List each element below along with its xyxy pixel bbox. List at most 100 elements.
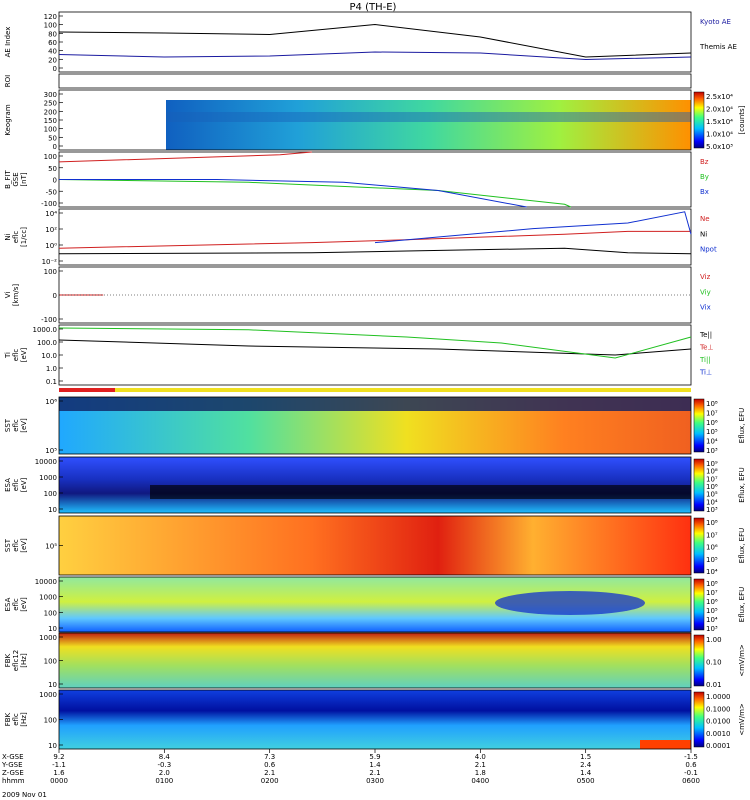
colorbar-tick: 10⁵: [706, 491, 718, 499]
ytick-label: 100: [44, 658, 57, 666]
legend-entry: Viy: [700, 288, 711, 296]
ytick-label: 1.0: [46, 365, 57, 373]
ytick-label: 10: [48, 506, 57, 514]
legend-entry: Ti||: [699, 356, 711, 364]
ylabel-temperature: [eV]: [20, 347, 28, 362]
ytick-label: 0: [53, 65, 57, 73]
colorbar-unit: <mV/m>: [738, 703, 746, 736]
ytick-label: 100.0: [37, 339, 57, 347]
xtick-label: 0100: [155, 777, 173, 785]
colorbars: 2.5x10⁴ 2.0x10⁴ 1.5x10⁴ 1.0x10⁴ 5.0x10³ [coun…: [693, 91, 746, 750]
colorbar-tick: 1.00: [706, 636, 722, 644]
colorbar-sst_e: [693, 398, 705, 453]
ytick-label: 150: [44, 117, 57, 125]
colorbar-esa_e: [693, 458, 705, 512]
ylabel-sst_i: eflc: [12, 539, 20, 552]
colorbar-tick: 10⁴: [706, 568, 718, 576]
colorbar-tick: 10⁴: [706, 616, 718, 624]
ytick-label: 1000: [39, 691, 57, 699]
ytick-label: 80: [48, 30, 57, 38]
ylabel-fbk_b: [Hz]: [20, 712, 28, 727]
colorbar-tick: 10⁸: [706, 580, 718, 588]
ytick-label: 100: [44, 609, 57, 617]
xtick-label: 1.5: [580, 753, 591, 761]
fbk-b-bottom: [640, 740, 691, 749]
xtick-label: -0.3: [157, 761, 171, 769]
xtick-label: 9.2: [53, 753, 64, 761]
legend-entry: Te||: [699, 331, 712, 339]
ytick-label: 1000: [39, 594, 57, 602]
legend-entry: By: [700, 173, 709, 181]
ylabel-sst_e: [eV]: [20, 418, 28, 433]
colorbar-tick: 10⁸: [706, 400, 718, 408]
legend-entry: Ne: [700, 215, 710, 223]
colorbar-tick: 10⁶: [706, 419, 718, 427]
xtick-label: 1.4: [369, 761, 381, 769]
xtick-label: 0600: [682, 777, 700, 785]
colorbar-fbk_e: [693, 634, 705, 687]
ytick-label: 10⁶: [45, 398, 57, 406]
panel-sst_e: [58, 396, 692, 455]
xtick-label: 0.6: [264, 761, 276, 769]
ytick-label: 300: [44, 91, 57, 99]
ylabel-esa_e: eflc: [12, 479, 20, 492]
ytick-label: -100: [41, 316, 57, 324]
colorbar-tick: 0.1000: [706, 705, 731, 713]
xtick-label: 2.1: [264, 769, 275, 777]
colorbar-tick: 10⁶: [706, 598, 718, 606]
legend-entry: Vix: [700, 304, 711, 312]
panel-esa_i: [58, 576, 692, 633]
x-axis: 9.2-1.11.600008.4-0.32.001007.30.62.1020…: [1, 749, 700, 785]
keogram-image: [166, 100, 691, 150]
ytick-label: 100: [44, 22, 57, 30]
ylabel-velocity: Vi: [4, 292, 12, 299]
colorbar-tick: 10⁴: [706, 498, 718, 506]
trace-ni: [58, 247, 692, 255]
date-label: 2009 Nov 01: [2, 791, 47, 799]
ytick-label: 10000: [35, 578, 57, 586]
ylabel-fbk_b: eflc: [12, 713, 20, 726]
colorbar-keogram: [693, 91, 705, 149]
xtick-label: -1.5: [684, 753, 698, 761]
colorbar-tick: 1.0x10⁴: [706, 131, 733, 139]
colorbar-tick: 0.01: [706, 681, 722, 689]
colorbar-tick: 10⁷: [706, 409, 718, 417]
trace-bz: [58, 151, 312, 163]
panel-density: [58, 208, 692, 266]
legend-entry: Bz: [700, 158, 709, 166]
trace-ne: [58, 230, 691, 249]
status-bar-red: [59, 388, 115, 392]
colorbar-unit: Eflux, EFU: [738, 467, 746, 502]
ylabel-sst_i: [eV]: [20, 538, 28, 553]
colorbar-tick: 10⁸: [706, 519, 718, 527]
ytick-label: 100: [44, 490, 57, 498]
colorbar-esa_i: [693, 578, 705, 631]
ytick-label: 1000: [39, 474, 57, 482]
xtick-label: 8.4: [159, 753, 171, 761]
ytick-label: 120: [44, 13, 57, 21]
colorbar-fbk_b: [693, 691, 705, 748]
ytick-label: -100: [41, 200, 57, 208]
xtick-label: -1.1: [52, 761, 66, 769]
xaxis-row-label: Z-GSE: [2, 769, 24, 777]
legend-entry: Te⊥: [699, 344, 714, 352]
figure-title: P4 (TH-E): [350, 2, 397, 13]
xtick-label: 0300: [366, 777, 384, 785]
ylabel-esa_i: ESA: [4, 597, 12, 611]
panel-esa_e: [58, 456, 692, 514]
trace-bx: [59, 179, 527, 208]
colorbar-tick: 10⁵: [706, 428, 718, 436]
colorbar-unit: <mV/m>: [738, 644, 746, 677]
ylabel-fbk_b: FBK: [4, 712, 12, 726]
ytick-label: 10²: [45, 226, 57, 234]
ylabel-esa_i: eflc: [12, 598, 20, 611]
xtick-label: 7.3: [264, 753, 275, 761]
panel-ae: [58, 11, 692, 73]
keogram-band: [166, 112, 691, 122]
ylabel-ae: AE Index: [4, 27, 12, 58]
legend-entry: Themis AE: [699, 43, 737, 51]
ylabel-temperature: Ti: [4, 352, 12, 359]
colorbar-tick: 10⁶: [706, 483, 718, 491]
colorbar-tick: 0.0010: [706, 730, 731, 738]
xtick-label: 2.1: [369, 769, 380, 777]
